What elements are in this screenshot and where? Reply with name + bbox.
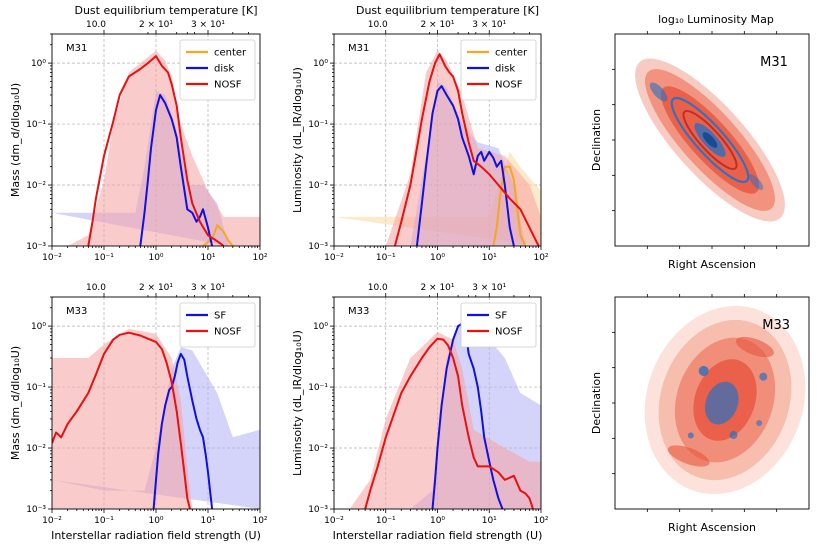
x-tick-label: 10⁰ [430, 516, 445, 526]
panel-tag: M31 [348, 43, 369, 54]
top-tick-label: 3 × 10¹ [191, 283, 225, 293]
legend-label-nosf: NOSF [214, 327, 242, 338]
x-tick-label: 10² [533, 516, 548, 526]
y-tick-label: 10⁻¹ [26, 383, 46, 393]
top-tick-label: 3 × 10¹ [472, 283, 506, 293]
map-m33-label: M33 [762, 318, 790, 333]
top-axis-title: Dust equilibrium temperature [K] [74, 4, 257, 17]
x-tick-label: 10⁻² [42, 516, 62, 526]
panel-tag: M31 [66, 43, 87, 54]
top-axis-title: Dust equilibrium temperature [K] [356, 4, 539, 17]
legend-label-center: center [214, 48, 247, 59]
series-line-center [492, 165, 527, 246]
y-tick-label: 10⁰ [313, 322, 328, 332]
y-tick-label: 10⁻³ [308, 505, 328, 515]
y-tick-label: 10⁻³ [26, 505, 46, 515]
y-axis-label: Mass (dm_d/dlog₁₀U) [9, 346, 22, 460]
y-axis-label: Mass (dm_d/dlog₁₀U) [9, 83, 22, 197]
x-tick-label: 10⁻² [324, 516, 344, 526]
legend-label-disk: disk [495, 64, 515, 75]
top-tick-label: 10.0 [368, 283, 388, 293]
series-line-nosf [364, 337, 534, 509]
m33-galaxy-image [644, 305, 806, 495]
uncertainty-band-red [334, 50, 541, 246]
map-m31-xlabel: Right Ascension [668, 258, 756, 271]
top-tick-label: 2 × 10¹ [420, 283, 454, 293]
top-tick-label: 3 × 10¹ [191, 20, 225, 30]
y-tick-label: 10⁻¹ [308, 383, 328, 393]
m31-galaxy-image [635, 58, 785, 222]
series-line-nosf [52, 331, 191, 509]
x-tick-label: 10¹ [482, 516, 497, 526]
y-axis-label: Luminsoity (dL_IR/dlog₁₀U) [291, 330, 304, 476]
y-tick-label: 10⁻² [26, 444, 46, 454]
x-tick-label: 10⁰ [148, 253, 163, 263]
y-tick-label: 10⁻² [26, 181, 46, 191]
map-m33-xlabel: Right Ascension [668, 521, 756, 534]
uncertainty-band-red [52, 50, 260, 246]
x-tick-label: 10¹ [482, 253, 497, 263]
map-title: log₁₀ Luminosity Map [658, 13, 774, 26]
map-m31-ylabel: Declination [590, 109, 603, 171]
y-tick-label: 10⁻¹ [26, 120, 46, 130]
y-tick-label: 10⁰ [313, 59, 328, 69]
x-tick-label: 10² [533, 253, 548, 263]
legend-label-sf: SF [214, 311, 226, 322]
series-line-nosf [87, 55, 225, 246]
x-tick-label: 10¹ [200, 516, 215, 526]
x-tick-label: 10² [252, 516, 267, 526]
x-axis-label: Interstellar radiation field strength (U… [333, 529, 543, 542]
x-tick-label: 10⁻¹ [94, 253, 114, 263]
uncertainty-band-red [349, 332, 541, 509]
legend-label-disk: disk [214, 64, 234, 75]
series-line-sf [152, 352, 214, 509]
y-tick-label: 10⁻² [308, 181, 328, 191]
x-tick-label: 10⁰ [430, 253, 445, 263]
y-tick-label: 10⁻² [308, 444, 328, 454]
series-line-nosf [393, 53, 540, 246]
x-tick-label: 10⁻¹ [376, 516, 396, 526]
y-tick-label: 10⁻³ [308, 242, 328, 252]
top-tick-label: 2 × 10¹ [139, 20, 173, 30]
legend-label-center: center [495, 48, 528, 59]
panel-tag: M33 [348, 306, 369, 317]
x-tick-label: 10⁻² [324, 253, 344, 263]
map-m31: log₁₀ Luminosity Map M31 Right Ascension… [590, 13, 810, 271]
uncertainty-band-red [52, 328, 193, 509]
x-tick-label: 10² [252, 253, 267, 263]
top-tick-label: 10.0 [368, 20, 388, 30]
map-m33-ylabel: Declination [590, 372, 603, 434]
y-tick-label: 10⁻³ [26, 242, 46, 252]
y-axis-label: Luminosity (dL_IR/dlog₁₀U) [291, 67, 304, 213]
x-tick-label: 10⁻¹ [376, 253, 396, 263]
x-tick-label: 10⁻¹ [94, 516, 114, 526]
y-tick-label: 10⁻¹ [308, 120, 328, 130]
legend-label-sf: SF [495, 311, 507, 322]
panel-tag: M33 [66, 306, 87, 317]
legend-label-nosf: NOSF [495, 80, 523, 91]
series-line-disk [415, 85, 515, 246]
top-tick-label: 10.0 [86, 20, 106, 30]
x-tick-label: 10¹ [200, 253, 215, 263]
map-m33: M33 Right Ascension Declination [590, 296, 810, 534]
top-tick-label: 3 × 10¹ [472, 20, 506, 30]
map-m31-label: M31 [760, 55, 788, 70]
series-line-disk [139, 94, 214, 246]
top-tick-label: 10.0 [86, 283, 106, 293]
legend-label-nosf: NOSF [495, 327, 523, 338]
legend-label-nosf: NOSF [214, 80, 242, 91]
y-tick-label: 10⁰ [31, 322, 46, 332]
x-tick-label: 10⁻² [42, 253, 62, 263]
top-tick-label: 2 × 10¹ [139, 283, 173, 293]
top-tick-label: 2 × 10¹ [420, 20, 454, 30]
x-axis-label: Interstellar radiation field strength (U… [51, 529, 261, 542]
x-tick-label: 10⁰ [148, 516, 163, 526]
y-tick-label: 10⁰ [31, 59, 46, 69]
